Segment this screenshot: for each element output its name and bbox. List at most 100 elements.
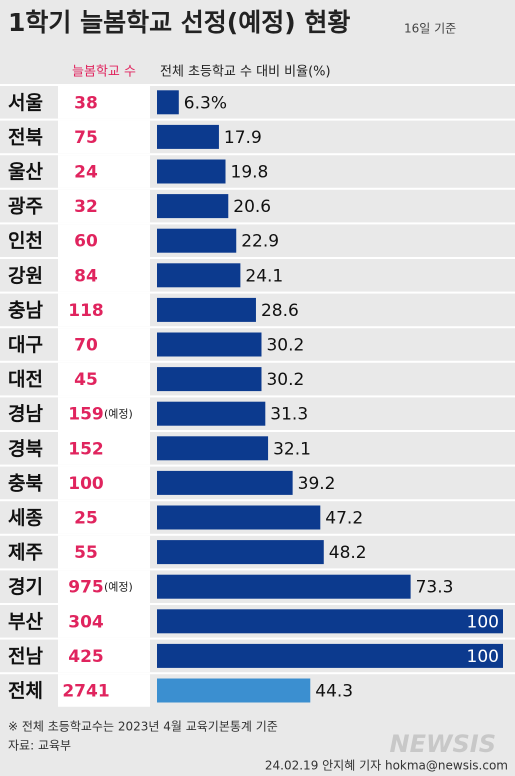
value-label: 22.9 — [241, 232, 279, 252]
count-label: 2741 — [62, 682, 109, 702]
value-label: 48.2 — [329, 543, 367, 563]
count-cell — [58, 155, 150, 188]
category-label: 전남 — [8, 645, 43, 667]
value-label: 24.1 — [245, 266, 283, 286]
value-header: 전체 초등학교 수 대비 비율(%) — [160, 65, 331, 80]
bar — [157, 90, 179, 115]
count-cell — [58, 120, 150, 154]
bar — [157, 678, 311, 703]
category-label: 대구 — [8, 334, 43, 356]
count-label: 159 — [68, 405, 104, 425]
category-label: 전체 — [8, 680, 43, 702]
count-cell — [58, 362, 150, 396]
note: ※ 전체 초등학교수는 2023년 4월 교육기본통계 기준 — [8, 720, 278, 734]
category-label: 경남 — [8, 403, 43, 425]
count-label: 55 — [74, 543, 98, 563]
chart-title: 1학기 늘봄학교 선정(예정) 현황 — [8, 8, 350, 37]
category-label: 부산 — [8, 611, 43, 633]
value-label: 100 — [467, 612, 499, 632]
count-label: 118 — [68, 301, 104, 321]
value-label: 30.2 — [266, 336, 304, 356]
category-label: 울산 — [8, 161, 43, 183]
watermark: NEWSIS — [390, 730, 496, 758]
category-label: 대전 — [8, 369, 43, 391]
count-label: 425 — [68, 647, 104, 667]
value-label: 32.1 — [273, 439, 311, 459]
bar — [157, 401, 266, 426]
count-label: 24 — [74, 163, 98, 183]
source: 자료: 교육부 — [8, 739, 71, 753]
bar — [157, 124, 219, 149]
count-cell — [58, 328, 150, 361]
count-cell — [58, 293, 150, 327]
value-label: 47.2 — [325, 509, 363, 529]
value-label: 6.3% — [184, 93, 227, 113]
count-cell — [58, 397, 150, 430]
category-label: 경기 — [8, 576, 43, 598]
category-label: 강원 — [8, 265, 43, 287]
value-label: 31.3 — [270, 405, 308, 425]
bar — [157, 436, 269, 461]
value-label: 100 — [467, 647, 499, 667]
category-label: 서울 — [8, 92, 43, 114]
count-label: 75 — [74, 128, 98, 148]
value-label: 20.6 — [233, 197, 271, 217]
bar — [157, 505, 321, 530]
bar — [157, 194, 229, 219]
count-note: (예정) — [104, 408, 133, 421]
count-label: 304 — [68, 612, 104, 632]
count-cell — [58, 189, 150, 223]
bar — [157, 367, 262, 392]
count-cell — [58, 224, 150, 257]
value-label: 39.2 — [298, 474, 336, 494]
value-label: 30.2 — [266, 370, 304, 390]
count-label: 84 — [74, 266, 98, 286]
count-cell — [58, 86, 150, 119]
count-cell — [58, 432, 150, 465]
bar — [157, 263, 241, 288]
count-cell — [58, 259, 150, 292]
count-label: 975 — [68, 578, 104, 598]
value-label: 19.8 — [231, 163, 269, 183]
category-label: 세종 — [8, 507, 43, 529]
count-cell — [58, 674, 150, 707]
count-label: 25 — [74, 509, 98, 529]
count-label: 45 — [74, 370, 98, 390]
count-cell — [58, 501, 150, 534]
category-label: 충남 — [8, 299, 43, 321]
count-header: 늘봄학교 수 — [72, 65, 136, 80]
count-cell — [58, 570, 150, 603]
count-cell — [58, 639, 150, 673]
bar — [157, 470, 293, 495]
bar — [157, 574, 411, 599]
category-label: 경북 — [8, 438, 43, 460]
credit: 24.02.19 안지혜 기자 hokma@newsis.com — [265, 759, 508, 773]
category-label: 제주 — [8, 542, 43, 564]
count-label: 60 — [74, 232, 98, 252]
value-label: 73.3 — [416, 578, 454, 598]
value-label: 28.6 — [261, 301, 299, 321]
count-label: 100 — [68, 474, 104, 494]
count-label: 152 — [68, 439, 104, 459]
category-label: 인천 — [8, 230, 43, 252]
count-label: 38 — [74, 93, 98, 113]
count-cell — [58, 605, 150, 638]
count-cell — [58, 535, 150, 569]
chart-subtitle: 16일 기준 — [404, 22, 456, 36]
bar — [157, 609, 503, 634]
bar — [157, 228, 237, 253]
count-label: 32 — [74, 197, 98, 217]
count-cell — [58, 466, 150, 500]
category-label: 충북 — [8, 472, 43, 494]
bar — [157, 159, 226, 184]
bar — [157, 332, 262, 357]
category-label: 전북 — [8, 126, 43, 148]
bar — [157, 540, 324, 565]
bar — [157, 643, 503, 668]
count-note: (예정) — [104, 581, 133, 594]
count-label: 70 — [74, 336, 98, 356]
value-label: 17.9 — [224, 128, 262, 148]
category-label: 광주 — [8, 196, 43, 218]
value-label: 44.3 — [315, 682, 353, 702]
